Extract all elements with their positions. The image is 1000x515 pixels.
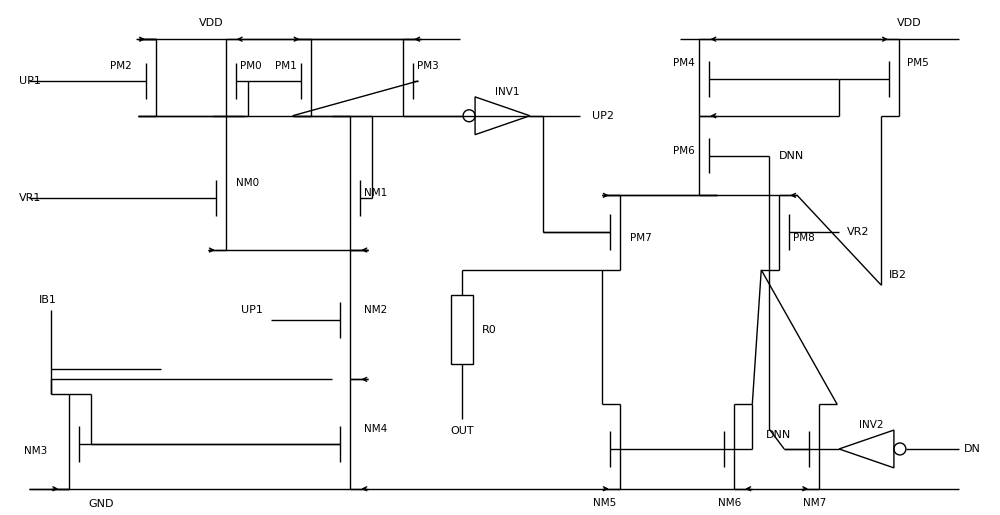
Text: DNN: DNN xyxy=(779,150,804,161)
Text: UP1: UP1 xyxy=(241,305,263,315)
Text: GND: GND xyxy=(88,499,114,509)
Text: PM6: PM6 xyxy=(673,146,694,156)
Text: INV2: INV2 xyxy=(859,420,884,430)
Text: PM0: PM0 xyxy=(240,61,261,71)
Text: NM4: NM4 xyxy=(364,424,388,434)
Text: UP2: UP2 xyxy=(592,111,614,121)
Text: NM5: NM5 xyxy=(593,497,616,508)
Text: DNN: DNN xyxy=(766,430,791,440)
Text: PM5: PM5 xyxy=(907,58,929,67)
Text: IB1: IB1 xyxy=(39,295,57,305)
Text: NM0: NM0 xyxy=(236,178,259,188)
Text: PM7: PM7 xyxy=(630,233,651,243)
Text: PM3: PM3 xyxy=(417,61,439,71)
Text: UP1: UP1 xyxy=(19,76,41,86)
Text: INV1: INV1 xyxy=(495,87,520,97)
Text: PM1: PM1 xyxy=(275,61,297,71)
Text: PM2: PM2 xyxy=(110,61,132,71)
Text: PM8: PM8 xyxy=(793,233,815,243)
Text: NM7: NM7 xyxy=(802,497,826,508)
Text: OUT: OUT xyxy=(450,426,474,436)
Text: NM6: NM6 xyxy=(718,497,741,508)
Text: IB2: IB2 xyxy=(889,270,907,280)
Text: VR2: VR2 xyxy=(847,227,870,237)
Text: VDD: VDD xyxy=(198,18,223,28)
Text: VR1: VR1 xyxy=(19,193,42,203)
Text: NM1: NM1 xyxy=(364,188,388,198)
Text: DN: DN xyxy=(964,444,981,454)
Text: NM2: NM2 xyxy=(364,305,388,315)
Text: VDD: VDD xyxy=(897,18,921,28)
Text: PM4: PM4 xyxy=(673,58,694,67)
Bar xyxy=(451,295,473,365)
Text: NM3: NM3 xyxy=(24,447,47,456)
Text: R0: R0 xyxy=(482,324,497,335)
